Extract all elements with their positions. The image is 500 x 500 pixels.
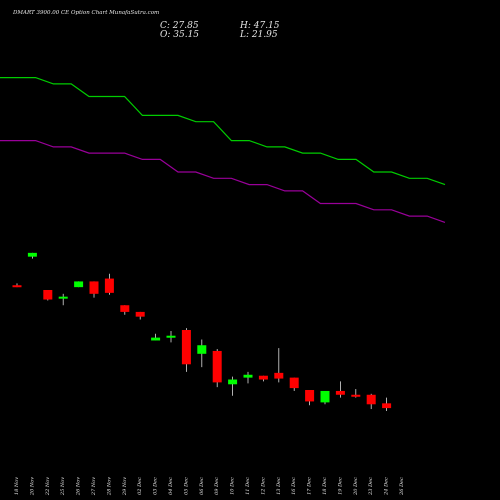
x-tick-label: 19 Dec [337,477,343,495]
candle-body [243,374,253,378]
indicator-line-upper [0,76,446,186]
x-tick-label: 28 Nov [106,477,112,496]
candles-group [12,252,392,411]
candle-body [166,335,176,338]
candle-body [289,377,299,389]
candle-body [258,375,268,380]
candle-body [228,379,238,385]
x-tick-label: 20 Dec [353,477,359,496]
candle-body [212,350,222,383]
candle-body [320,390,330,403]
x-tick-label: 10 Dec [230,477,236,495]
x-tick-label: 22 Nov [45,477,51,496]
candle-body [58,296,68,299]
x-tick-label: 12 Dec [260,477,266,495]
candle-body [382,403,392,409]
candle-body [12,285,22,288]
candle-body [181,330,191,365]
candle-body [151,337,161,341]
x-tick-label: 23 Dec [368,477,374,496]
candle-body [74,281,84,288]
x-tick-label: 06 Dec [199,477,205,495]
x-tick-label: 03 Dec [153,477,159,495]
candle-body [274,372,284,379]
candle-body [27,252,37,257]
candle-body [120,305,130,312]
x-tick-label: 18 Dec [322,477,328,495]
x-tick-label: 26 Nov [76,477,82,496]
x-tick-label: 09 Dec [214,477,220,495]
candle-body [197,345,207,354]
candle-body [335,390,345,395]
high-readout: H: 47.15 [239,21,280,31]
x-tick-label: 17 Dec [307,477,313,495]
candle-body [305,390,315,402]
x-tick-label: 26 Dec [399,477,405,496]
open-readout: O: 35.15 [160,30,199,40]
x-tick-label: 02 Dec [137,477,143,495]
low-readout: L: 21.95 [239,30,278,40]
x-tick-label: 05 Dec [183,477,189,495]
candle-body [351,394,361,397]
x-tick-label: 11 Dec [245,477,251,495]
close-readout: C: 27.85 [160,21,199,31]
candle-body [366,394,376,405]
x-tick-label: 16 Dec [291,477,297,495]
chart-title: DMART 3900.00 CE Option Chart MunafaSutr… [12,10,159,16]
x-tick-label: 04 Dec [168,477,174,495]
indicator-line-lower [0,140,446,223]
candle-body [43,290,53,300]
x-tick-label: 24 Dec [384,477,390,496]
candle-body [89,281,99,294]
x-tick-label: 25 Nov [60,477,66,496]
x-tick-label: 13 Dec [276,477,282,495]
x-tick-label: 27 Nov [91,477,97,496]
x-axis-ticks: 18 Nov 20 Nov 22 Nov 25 Nov 26 Nov 27 Nov 28 N… [14,477,405,496]
x-tick-label: 29 Nov [122,477,128,496]
candle-body [104,278,114,293]
candle-body [135,311,145,317]
x-tick-label: 18 Nov [14,477,20,495]
x-tick-label: 20 Nov [29,477,35,496]
